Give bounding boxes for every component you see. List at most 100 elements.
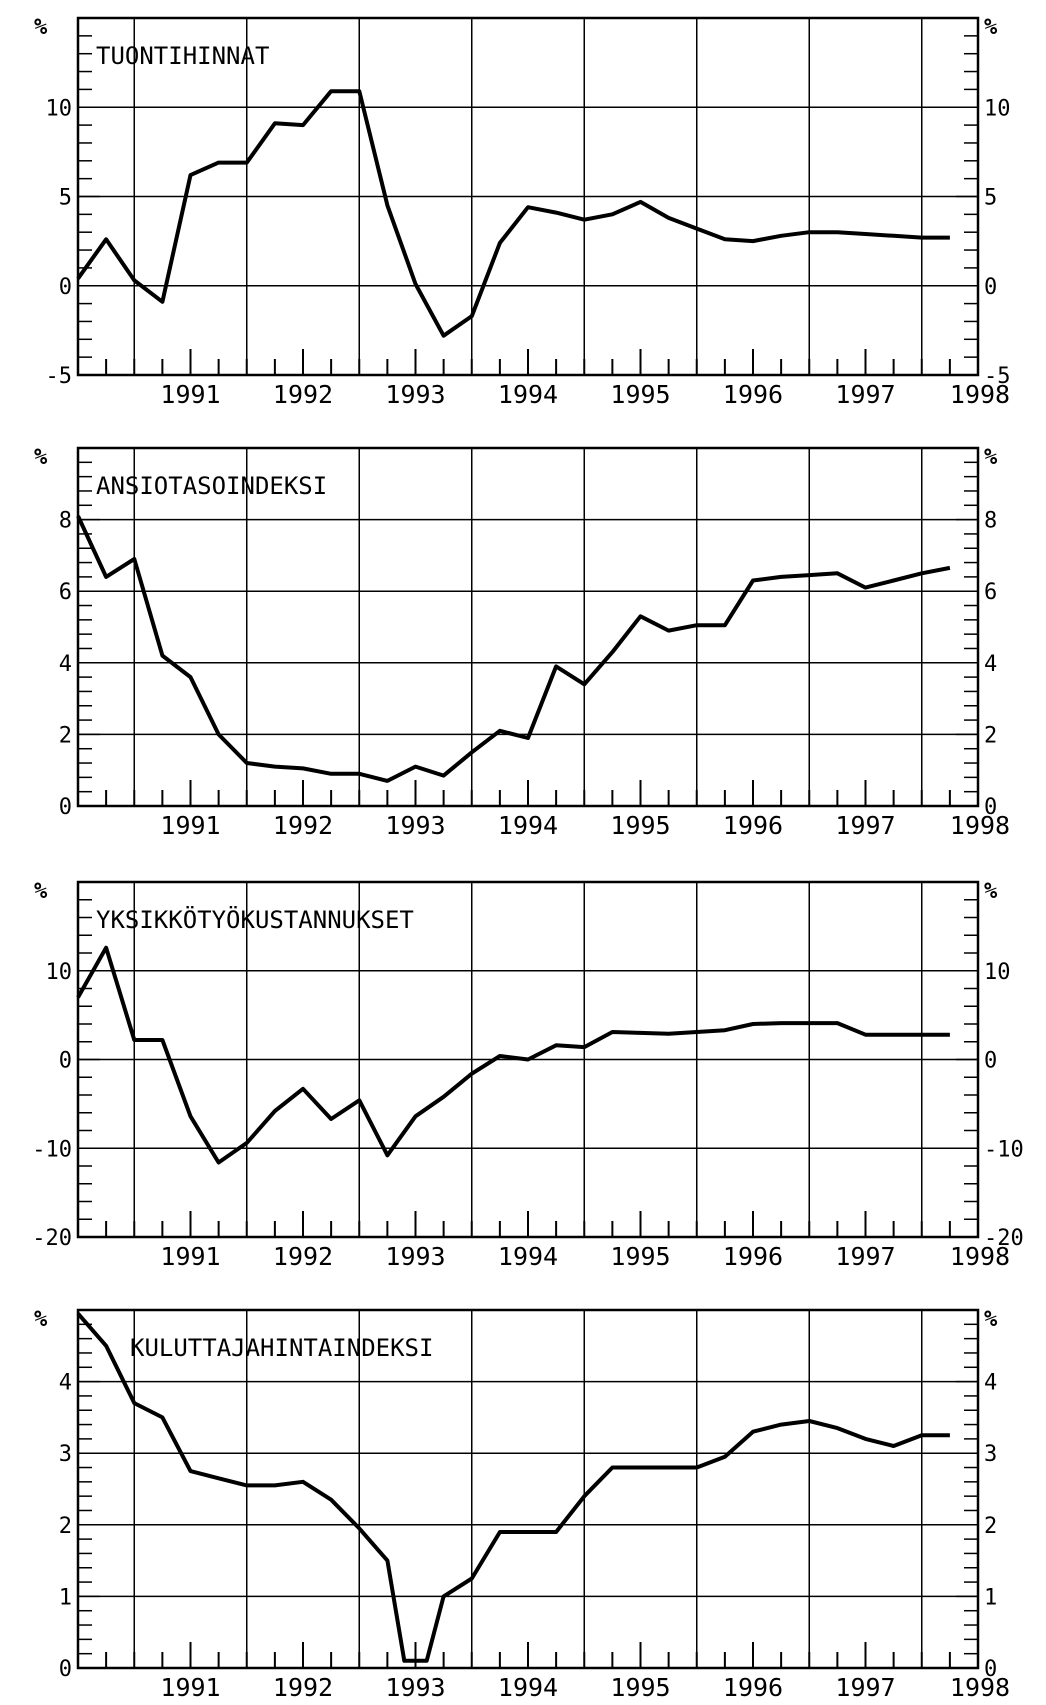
- x-tick-label: 1991: [160, 1242, 220, 1271]
- panel-yksikkotyokustannukset: -20 -20-10 -100 010 10 1991 1992 1993 1994 1995 1…: [32, 879, 1024, 1271]
- y-tick-label-right: 10: [984, 960, 1011, 985]
- y-tick-label-left: 5: [59, 186, 72, 211]
- y-tick-label-left: 0: [59, 1049, 72, 1074]
- x-tick-label: 1997: [835, 1242, 895, 1271]
- x-tick-label: 1994: [498, 1673, 558, 1702]
- x-tick-label: 1993: [385, 811, 445, 840]
- x-tick-label: 1995: [610, 380, 670, 409]
- y-tick-label-right: 0: [984, 275, 997, 300]
- y-tick-label-left: -20: [32, 1226, 72, 1251]
- y-tick-label-right: 3: [984, 1442, 997, 1467]
- y-tick-label-left: 1: [59, 1585, 72, 1610]
- x-tick-label: 1992: [273, 811, 333, 840]
- x-tick-label: 1992: [273, 1673, 333, 1702]
- y-tick-label-right: 1: [984, 1585, 997, 1610]
- grid-lines: [78, 448, 978, 806]
- x-tick-label: 1998: [950, 1242, 1010, 1271]
- y-tick-label-left: 8: [59, 509, 72, 534]
- y-tick-label-left: 0: [59, 1657, 72, 1682]
- x-tick-label: 1998: [950, 811, 1010, 840]
- y-tick-label-right: 2: [984, 723, 997, 748]
- y-tick-label-right: 0: [984, 795, 997, 820]
- y-tick-label-left: 4: [59, 1371, 72, 1396]
- series-line: [76, 89, 950, 338]
- tick-marks: [78, 881, 978, 1238]
- unit-left: %: [34, 879, 48, 904]
- series-line: [76, 515, 951, 783]
- y-tick-label-right: 4: [984, 1371, 997, 1396]
- y-tick-label-right: -10: [984, 1137, 1024, 1162]
- plot-frame: [76, 446, 980, 808]
- series-line: [76, 1312, 950, 1663]
- x-tick-label: 1991: [160, 380, 220, 409]
- y-tick-label-right: 2: [984, 1514, 997, 1539]
- x-tick-label: 1995: [610, 1673, 670, 1702]
- y-tick-label-left: 4: [59, 652, 72, 677]
- x-tick-label: 1994: [498, 380, 558, 409]
- y-tick-label-right: 8: [984, 509, 997, 534]
- unit-right: %: [984, 1307, 998, 1332]
- y-tick-label-left: -10: [32, 1137, 72, 1162]
- x-tick-label: 1997: [835, 380, 895, 409]
- plot-frame: [76, 1308, 980, 1670]
- unit-left: %: [34, 445, 48, 470]
- x-tick-label: 1998: [950, 380, 1010, 409]
- x-tick-label: 1991: [160, 1673, 220, 1702]
- y-tick-label-left: 2: [59, 723, 72, 748]
- y-tick-labels: 0 0 1 1 2 2 3 3 4 4: [59, 1371, 998, 1682]
- x-tick-label: 1996: [723, 380, 783, 409]
- tick-marks: [78, 17, 978, 376]
- x-tick-label: 1995: [610, 1242, 670, 1271]
- unit-right: %: [984, 879, 998, 904]
- x-tick-labels: 1991 1992 1993 1994 1995 1996 1997 1998: [160, 1242, 1010, 1271]
- panel-title: YKSIKKÖTYÖKUSTANNUKSET: [96, 905, 414, 934]
- y-tick-label-left: -5: [46, 364, 73, 389]
- grid-lines: [78, 1310, 978, 1668]
- y-tick-labels: -20 -20 -10 -10 0 0 10 10: [32, 960, 1024, 1251]
- x-tick-label: 1997: [835, 811, 895, 840]
- unit-left: %: [34, 15, 48, 40]
- x-tick-label: 1993: [385, 1673, 445, 1702]
- panel-title: TUONTIHINNAT: [96, 42, 269, 70]
- x-tick-labels: 1991 1992 1993 1994 1995 1996 1997 1998: [160, 1673, 1010, 1702]
- unit-left: %: [34, 1307, 48, 1332]
- y-tick-label-right: 0: [984, 1049, 997, 1074]
- x-tick-label: 1997: [835, 1673, 895, 1702]
- y-tick-label-left: 6: [59, 580, 72, 605]
- panel-title: ANSIOTASOINDEKSI: [96, 472, 327, 500]
- x-tick-label: 1996: [723, 1673, 783, 1702]
- y-tick-label-left: 10: [46, 960, 73, 985]
- tick-marks: [78, 1309, 978, 1669]
- y-tick-label-left: 0: [59, 795, 72, 820]
- unit-right: %: [984, 445, 998, 470]
- y-tick-label-right: 10: [984, 96, 1011, 121]
- panel-tuontihinnat: -5 -50 05 510 10 1991 1992 1993 1994 1995 1996 199…: [34, 15, 1011, 409]
- x-tick-label: 1996: [723, 811, 783, 840]
- x-tick-label: 1996: [723, 1242, 783, 1271]
- tick-marks: [78, 447, 978, 807]
- panel-title: KULUTTAJAHINTAINDEKSI: [130, 1334, 433, 1362]
- panel-ansiotasoindeksi: 0 02 24 46 68 8 1991 1992 1993 1994 1995 1996 1997 1…: [34, 445, 1010, 840]
- x-tick-label: 1995: [610, 811, 670, 840]
- y-tick-label-left: 10: [46, 96, 73, 121]
- y-tick-label-right: -20: [984, 1226, 1024, 1251]
- x-tick-label: 1991: [160, 811, 220, 840]
- y-tick-label-right: 5: [984, 186, 997, 211]
- x-tick-label: 1993: [385, 1242, 445, 1271]
- y-tick-label-right: 4: [984, 652, 997, 677]
- y-tick-label-left: 3: [59, 1442, 72, 1467]
- unit-right: %: [984, 15, 998, 40]
- y-tick-labels: -5 -5 0 0 5 5 10 10: [46, 96, 1011, 389]
- y-tick-label-right: 0: [984, 1657, 997, 1682]
- x-tick-labels: 1991 1992 1993 1994 1995 1996 1997 1998: [160, 380, 1010, 409]
- x-tick-labels: 1991 1992 1993 1994 1995 1996 1997 1998: [160, 811, 1010, 840]
- y-tick-label-left: 0: [59, 275, 72, 300]
- y-tick-label-right: 6: [984, 580, 997, 605]
- panel-kuluttajahintaindeksi: 0 0 1 1 2 2 3 3 4 4 1991 1992 1993 1994 1995 1996 1997 1…: [34, 1307, 1010, 1702]
- y-tick-label-right: -5: [984, 364, 1011, 389]
- grid-lines: [78, 18, 978, 375]
- x-tick-label: 1992: [273, 380, 333, 409]
- y-tick-label-left: 2: [59, 1514, 72, 1539]
- series-line: [76, 945, 950, 1165]
